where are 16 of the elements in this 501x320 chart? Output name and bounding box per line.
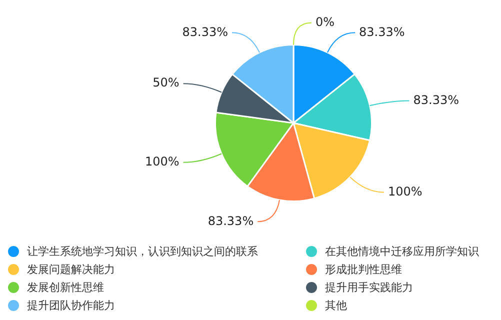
legend-label: 形成批判性思维: [324, 262, 403, 277]
data-label: 83.33%: [413, 92, 459, 107]
data-label: 83.33%: [182, 24, 228, 39]
legend-label: 提升用手实践能力: [324, 280, 414, 295]
legend-label: 其他: [324, 298, 348, 313]
legend-label: 在其他情境中迁移应用所学知识: [324, 244, 480, 259]
data-label: 83.33%: [358, 24, 405, 39]
legend-label: 让学生系统地学习知识，认识到知识之间的联系: [26, 244, 259, 259]
data-label: 50%: [152, 76, 180, 90]
text: 0%: [316, 14, 335, 29]
data-label: 100%: [388, 184, 422, 198]
data-label: 100%: [145, 154, 180, 169]
legend-label: 提升团队协作能力: [26, 298, 116, 313]
legend-label: 发展问题解决能力: [26, 262, 116, 277]
legend-label: 发展创新性思维: [26, 280, 105, 295]
data-label: 83.33%: [208, 214, 254, 228]
